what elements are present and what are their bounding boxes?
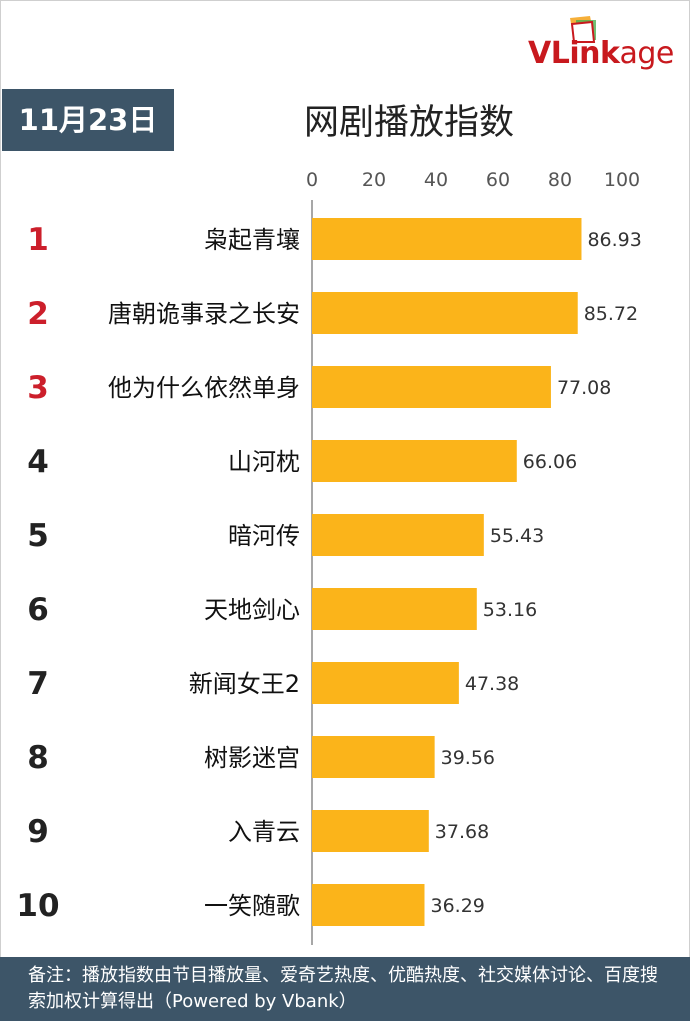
rank-number: 10 bbox=[16, 888, 59, 924]
bar-value-label: 36.29 bbox=[430, 895, 484, 917]
bar bbox=[312, 736, 435, 778]
rank-number: 8 bbox=[27, 740, 49, 776]
bar bbox=[312, 440, 517, 482]
category-label: 暗河传 bbox=[228, 522, 300, 550]
category-label: 一笑随歌 bbox=[204, 892, 300, 920]
rank-number: 3 bbox=[27, 370, 49, 406]
category-label: 山河枕 bbox=[228, 448, 300, 476]
rank-number: 9 bbox=[27, 814, 49, 850]
bar-value-label: 85.72 bbox=[584, 303, 638, 325]
bar-value-label: 55.43 bbox=[490, 525, 544, 547]
x-tick-label: 0 bbox=[306, 169, 318, 191]
category-label: 新闻女王2 bbox=[189, 670, 300, 698]
x-tick-label: 60 bbox=[486, 169, 510, 191]
rank-number: 1 bbox=[27, 222, 49, 258]
bar-value-label: 39.56 bbox=[441, 747, 495, 769]
rank-number: 7 bbox=[27, 666, 49, 702]
bar bbox=[312, 514, 484, 556]
bar-chart: 0 20 40 60 80 100 86.93 枭起青壤 1 85.72 唐朝诡事录之长安 2 77.0… bbox=[16, 169, 642, 945]
vlinkage-logo: VLinkage bbox=[528, 14, 688, 76]
bar-value-label: 53.16 bbox=[483, 599, 537, 621]
footer-note: 备注：播放指数由节目播放量、爱奇艺热度、优酷热度、社交媒体讨论、百度搜索加权计算… bbox=[0, 957, 690, 1021]
rank-number: 5 bbox=[27, 518, 49, 554]
category-label: 他为什么依然单身 bbox=[108, 374, 300, 402]
category-label: 唐朝诡事录之长安 bbox=[108, 300, 300, 328]
rank-number: 4 bbox=[27, 444, 49, 480]
category-label: 入青云 bbox=[228, 818, 300, 846]
category-label: 枭起青壤 bbox=[204, 226, 300, 254]
logo-icon bbox=[570, 16, 596, 43]
chart-title: 网剧播放指数 bbox=[304, 103, 515, 143]
bar bbox=[312, 588, 477, 630]
bar bbox=[312, 292, 578, 334]
bar-value-label: 86.93 bbox=[587, 229, 641, 251]
bar bbox=[312, 366, 551, 408]
bar-value-label: 77.08 bbox=[557, 377, 611, 399]
category-label: 树影迷宫 bbox=[204, 744, 300, 772]
date-badge: 11月23日 bbox=[2, 89, 174, 151]
rank-number: 2 bbox=[27, 296, 49, 332]
bar-value-label: 66.06 bbox=[523, 451, 577, 473]
x-tick-label: 80 bbox=[548, 169, 572, 191]
bar bbox=[312, 662, 459, 704]
bar bbox=[312, 884, 425, 926]
logo-text: VLinkage bbox=[528, 36, 674, 71]
category-label: 天地剑心 bbox=[204, 596, 300, 624]
x-tick-label: 100 bbox=[604, 169, 640, 191]
bar bbox=[312, 218, 582, 260]
bar bbox=[312, 810, 429, 852]
x-tick-label: 20 bbox=[362, 169, 386, 191]
x-tick-label: 40 bbox=[424, 169, 448, 191]
bar-value-label: 47.38 bbox=[465, 673, 519, 695]
bar-value-label: 37.68 bbox=[435, 821, 489, 843]
rank-number: 6 bbox=[27, 592, 49, 628]
